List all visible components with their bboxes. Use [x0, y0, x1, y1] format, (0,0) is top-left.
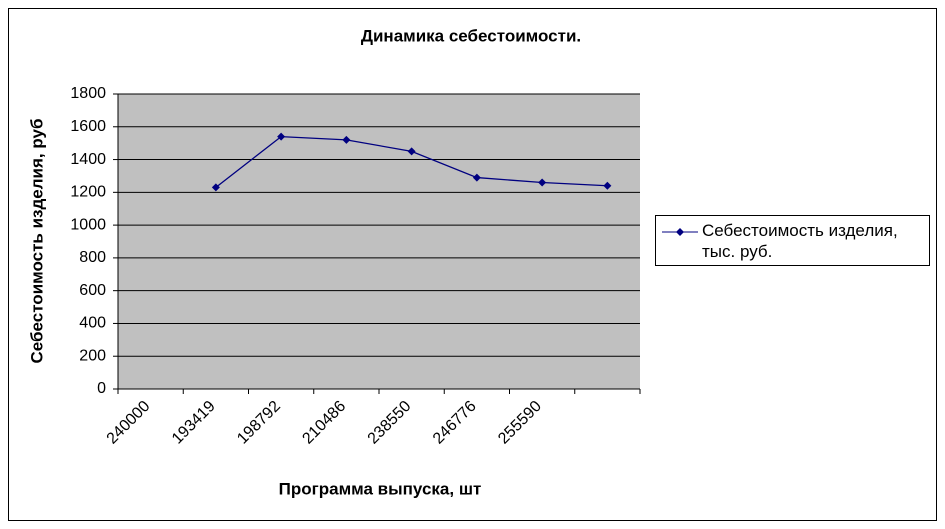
y-tick-label: 1200	[70, 184, 106, 201]
data-point	[538, 178, 547, 187]
legend-marker	[676, 228, 684, 236]
y-tick-label: 600	[79, 282, 106, 299]
legend: Себестоимость изделия, тыс. руб.	[655, 215, 930, 266]
y-tick-label: 1800	[70, 85, 106, 102]
data-point	[472, 173, 481, 182]
data-point	[342, 135, 351, 144]
legend-symbol	[662, 228, 698, 236]
x-axis-label: Программа выпуска, шт	[279, 479, 482, 498]
data-point	[407, 147, 416, 156]
y-tick-label: 0	[97, 380, 106, 397]
data-point	[211, 183, 220, 192]
plot-area	[118, 94, 640, 389]
y-tick-label: 400	[79, 315, 106, 332]
legend-label: Себестоимость изделия, тыс. руб.	[702, 221, 898, 261]
data-point	[603, 181, 612, 190]
y-tick-label: 1000	[70, 216, 106, 233]
y-tick-label: 800	[79, 249, 106, 266]
data-point	[277, 132, 286, 141]
chart-title: Динамика себестоимости.	[361, 26, 581, 45]
y-tick-label: 1400	[70, 151, 106, 168]
y-tick-label: 200	[79, 347, 106, 364]
y-axis-label: Себестоимость изделия, руб	[27, 119, 46, 364]
y-tick-label: 1600	[70, 118, 106, 135]
